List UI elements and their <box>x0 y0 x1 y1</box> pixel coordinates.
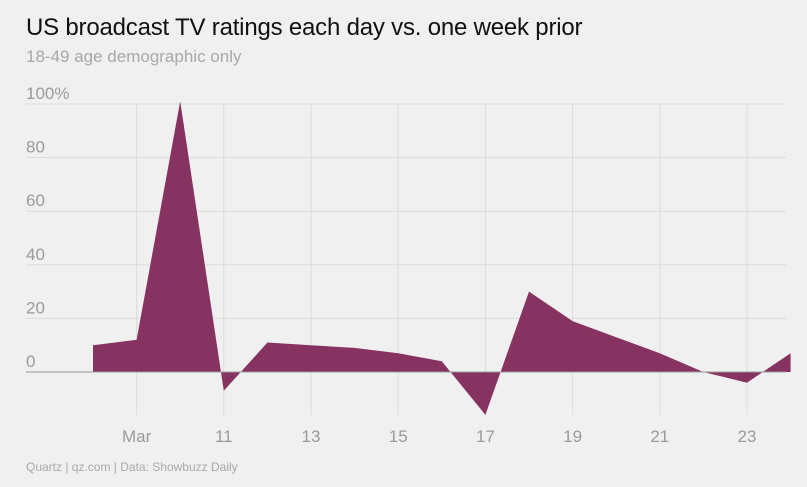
x-tick-label: 21 <box>650 427 669 446</box>
chart-subtitle: 18-49 age demographic only <box>26 47 242 66</box>
x-tick-label: 13 <box>302 427 321 446</box>
series-area <box>93 101 791 415</box>
chart-title: US broadcast TV ratings each day vs. one… <box>26 14 583 41</box>
source-credit: Quartz | qz.com | Data: Showbuzz Daily <box>26 460 238 474</box>
x-tick-label: 15 <box>389 427 408 446</box>
y-tick-label: 80 <box>26 138 45 157</box>
x-tick-label: 17 <box>476 427 495 446</box>
y-tick-label: 20 <box>26 298 45 317</box>
x-tick-label: Mar <box>122 427 152 446</box>
y-tick-label: 0 <box>26 352 35 371</box>
y-tick-label: 40 <box>26 245 45 264</box>
x-tick-label: 23 <box>738 427 757 446</box>
area-layer <box>92 101 791 415</box>
x-tick-label: 19 <box>563 427 582 446</box>
y-tick-label: 100% <box>26 84 69 103</box>
y-tick-label: 60 <box>26 191 45 210</box>
x-tick-label: 11 <box>215 427 233 446</box>
label-layer: 0 20 40 60 80 100% Mar 11 13 15 17 19 21 23 <box>26 84 756 446</box>
